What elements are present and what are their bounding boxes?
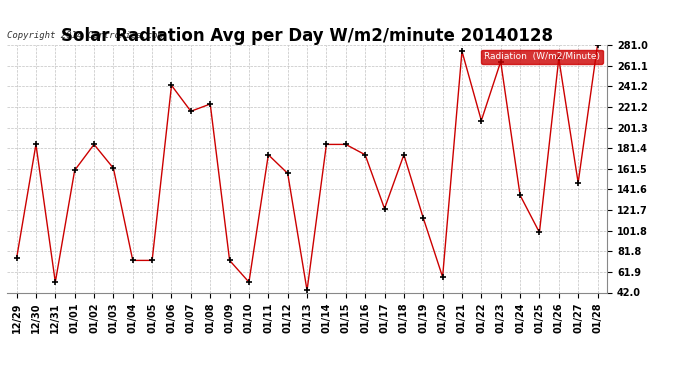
Text: Copyright 2014 Cartronics.com: Copyright 2014 Cartronics.com [7,31,163,40]
Legend: Radiation  (W/m2/Minute): Radiation (W/m2/Minute) [481,50,602,64]
Title: Solar Radiation Avg per Day W/m2/minute 20140128: Solar Radiation Avg per Day W/m2/minute … [61,27,553,45]
